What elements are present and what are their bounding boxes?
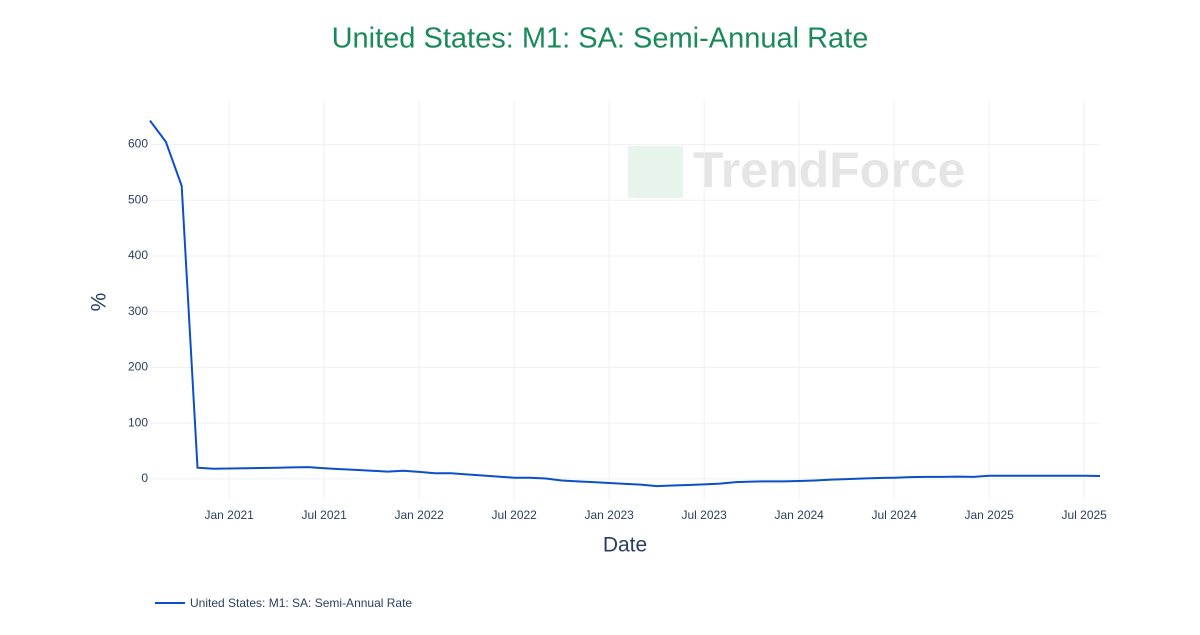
y-axis-title: % — [88, 293, 111, 312]
chart-title: United States: M1: SA: Semi-Annual Rate — [332, 23, 869, 55]
x-tick-label: Jul 2022 — [491, 508, 537, 522]
y-tick-label: 500 — [128, 192, 148, 206]
y-tick-label: 0 — [141, 471, 148, 485]
x-tick-label: Jan 2022 — [394, 508, 444, 522]
x-tick-label: Jul 2023 — [681, 508, 727, 522]
y-tick-label: 200 — [128, 360, 148, 374]
x-tick-label: Jul 2021 — [301, 508, 347, 522]
y-tick-label: 600 — [128, 137, 148, 151]
grid — [150, 100, 1100, 500]
x-tick-label: Jan 2024 — [774, 508, 824, 522]
x-axis-title: Date — [603, 534, 647, 557]
x-tick-label: Jul 2025 — [1061, 508, 1107, 522]
x-tick-label: Jan 2023 — [584, 508, 634, 522]
x-tick-label: Jan 2021 — [204, 508, 254, 522]
x-tick-label: Jul 2024 — [871, 508, 917, 522]
y-tick-label: 100 — [128, 415, 148, 429]
watermark-logo — [628, 146, 683, 198]
watermark-text: TrendForce — [693, 142, 965, 198]
watermark: TrendForce — [628, 142, 965, 198]
x-tick-label: Jan 2025 — [964, 508, 1014, 522]
y-tick-label: 400 — [128, 248, 148, 262]
data-line — [149, 120, 1101, 488]
legend-label: United States: M1: SA: Semi-Annual Rate — [190, 596, 412, 610]
y-tick-label: 300 — [128, 304, 148, 318]
